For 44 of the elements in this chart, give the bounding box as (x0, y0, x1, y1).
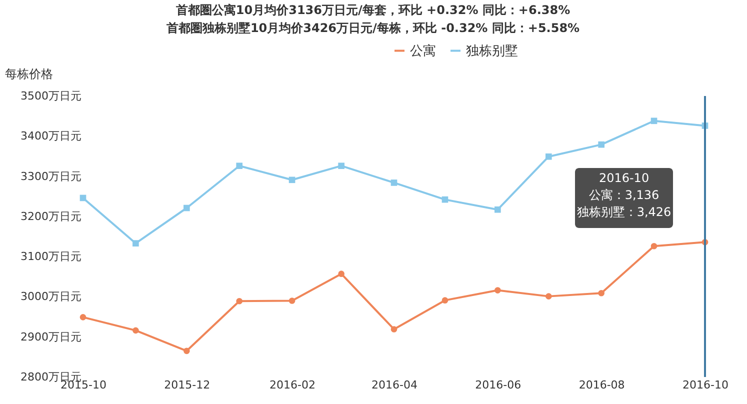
annotation: 2016-10 公寓：3,136 独栋别墅：3,426 (576, 171, 672, 219)
point (132, 240, 139, 246)
y-tick-label: 3300万日元 (20, 170, 82, 183)
y-tick-label: 3000万日元 (20, 290, 82, 304)
legend-label: 独栋别墅 (466, 44, 518, 59)
x-tick-label: 2015-12 (164, 378, 210, 392)
point (598, 290, 604, 296)
point (288, 298, 296, 304)
point (80, 194, 86, 202)
x-tick-label: 2016-02 (270, 378, 316, 392)
point (288, 176, 296, 184)
point (338, 162, 344, 170)
y-axis-title: 每栋价格 (5, 67, 53, 81)
point (545, 293, 552, 300)
y-tick-label: 3200万日元 (20, 210, 82, 223)
point (132, 327, 139, 334)
chart-title: 首都圏公寓10月均价3136万日元/每套，环比 +0.32% 同比：+6.38% (174, 3, 570, 17)
chart-subtitle: 首都圏独栋别墅10月均价3426万日元/每栋，环比 -0.32% 同比：+5.58% (165, 21, 580, 35)
point (494, 287, 501, 294)
x-tick-label: 2016-04 (372, 378, 418, 392)
point (545, 153, 552, 160)
point (650, 242, 658, 250)
point (80, 314, 86, 320)
point (338, 270, 344, 277)
y-tick-label: 2900万日元 (20, 330, 82, 344)
legend-label: 公寓 (410, 42, 436, 59)
point (390, 180, 398, 186)
point (236, 298, 243, 304)
point (184, 348, 190, 354)
y-tick-label: 3500万日元 (20, 90, 82, 102)
point (390, 326, 398, 332)
y-tick-label: 3400万日元 (20, 130, 82, 143)
point (598, 141, 604, 148)
point (650, 118, 658, 124)
x-tick-label: 2016-06 (475, 378, 522, 392)
point (184, 204, 190, 212)
y-tick-label: 3100万日元 (20, 250, 82, 264)
x-tick-label: 2016-08 (578, 378, 625, 392)
point (442, 196, 448, 203)
point (442, 297, 448, 304)
x-tick-label: 2015-10 (60, 378, 106, 392)
point (494, 206, 501, 213)
point (236, 162, 243, 170)
x-tick-label: 2016-10 (682, 378, 728, 392)
